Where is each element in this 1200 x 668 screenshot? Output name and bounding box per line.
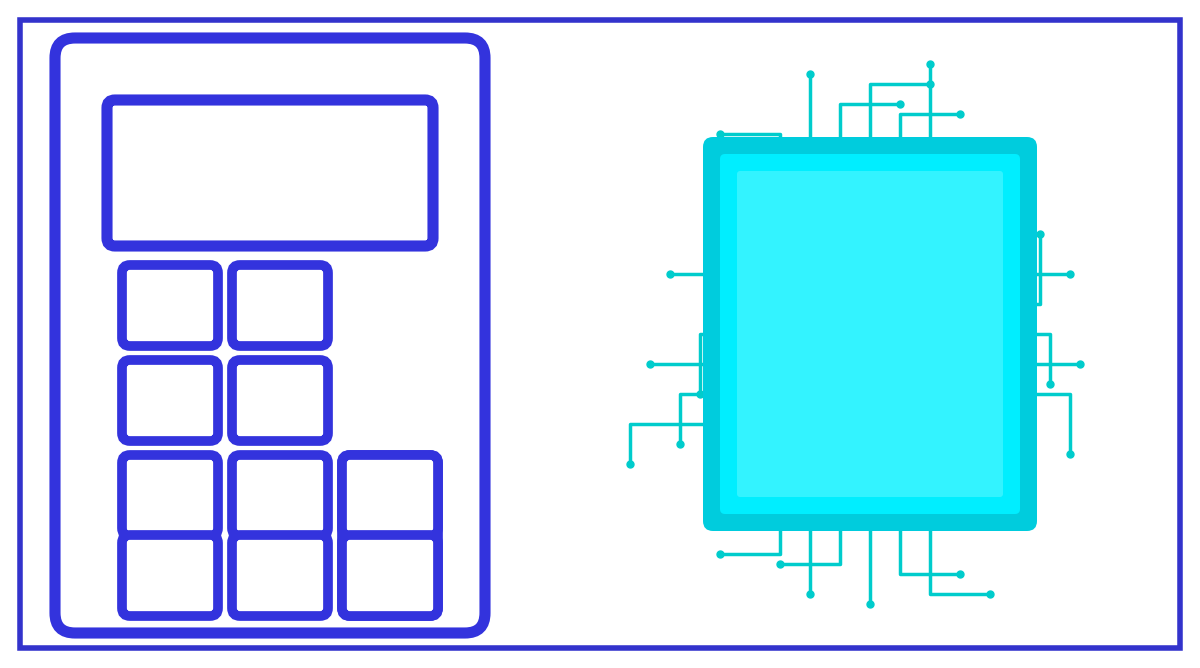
FancyBboxPatch shape	[232, 535, 328, 616]
FancyBboxPatch shape	[232, 360, 328, 441]
FancyBboxPatch shape	[703, 137, 1037, 531]
FancyBboxPatch shape	[107, 100, 433, 246]
FancyBboxPatch shape	[122, 455, 218, 536]
FancyBboxPatch shape	[342, 455, 438, 536]
FancyBboxPatch shape	[232, 265, 328, 346]
FancyBboxPatch shape	[737, 171, 1003, 497]
FancyBboxPatch shape	[55, 38, 485, 633]
FancyBboxPatch shape	[122, 535, 218, 616]
FancyBboxPatch shape	[232, 455, 328, 536]
FancyBboxPatch shape	[342, 535, 438, 616]
FancyBboxPatch shape	[342, 455, 438, 616]
FancyBboxPatch shape	[122, 360, 218, 441]
FancyBboxPatch shape	[122, 265, 218, 346]
FancyBboxPatch shape	[720, 154, 1020, 514]
